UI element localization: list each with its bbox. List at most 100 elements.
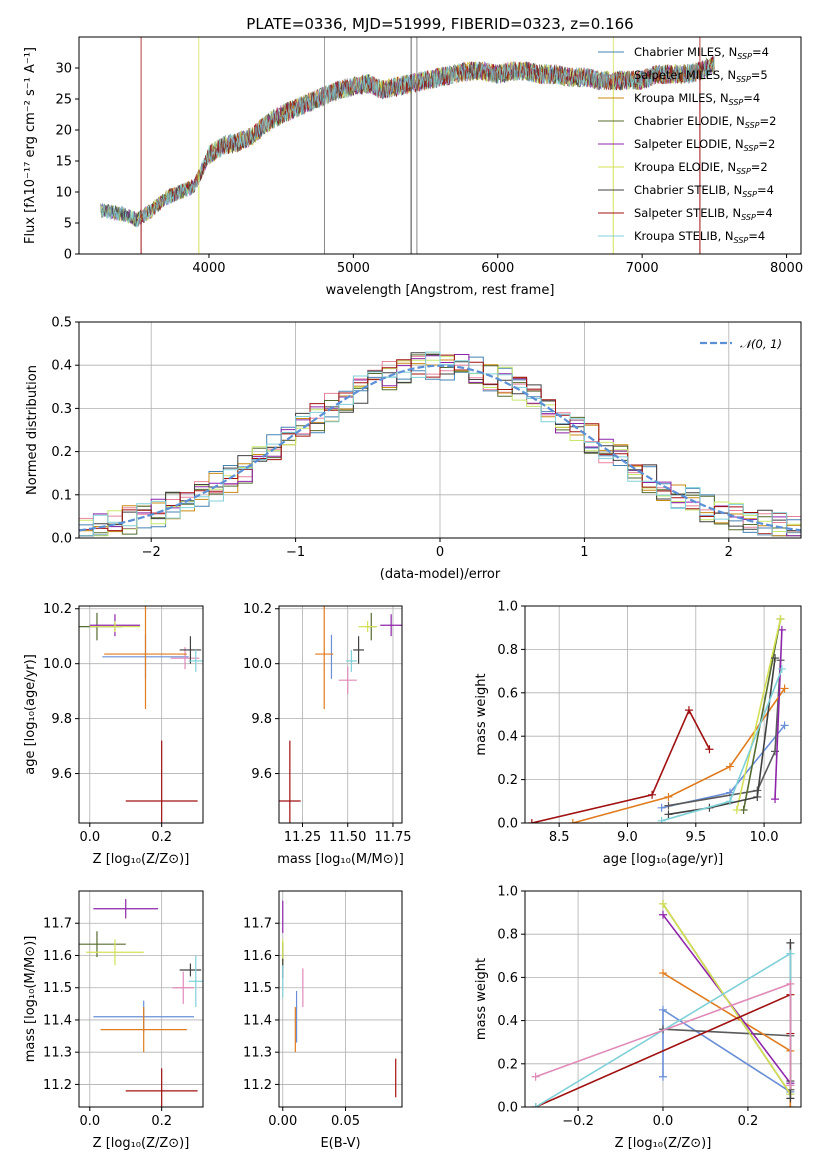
y-tick-label: 0.4 bbox=[51, 359, 72, 374]
y-tick-label: 11.4 bbox=[243, 1013, 272, 1028]
weight-line-kroupa_miles bbox=[572, 688, 786, 823]
weight-line-kroupa_elodie bbox=[662, 903, 792, 1095]
weight-marker-salpeter_miles_pink bbox=[786, 979, 795, 988]
x-axis-label: (data-model)/error bbox=[380, 567, 501, 582]
weight-line-kroupa_elodie bbox=[736, 618, 782, 811]
x-tick-label: 9.0 bbox=[617, 830, 638, 845]
legend-label-salpeter_elodie: Salpeter ELODIE, NSSP=2 bbox=[634, 137, 775, 153]
weight-marker-chabrier_miles bbox=[780, 721, 789, 730]
y-tick-label: 0.8 bbox=[497, 928, 518, 943]
x-tick-label: 0.0 bbox=[79, 830, 100, 845]
weight-marker-chabrier_miles bbox=[657, 803, 666, 812]
x-tick-label: 8000 bbox=[770, 261, 803, 276]
x-tick-label: 7000 bbox=[626, 261, 659, 276]
weight-marker-salpeter_miles_pink bbox=[531, 1072, 540, 1081]
spectrum-line-salpeter_stelib bbox=[136, 56, 715, 227]
x-axis-label: mass [log₁₀(M/M⊙)] bbox=[277, 852, 404, 867]
weight-marker-salpeter_stelib bbox=[648, 790, 657, 799]
panel-spectrum: Chabrier MILES, NSSP=4 Salpeter MILES, NS… bbox=[23, 36, 803, 298]
weight-marker-chabrier_stelib bbox=[786, 938, 795, 947]
y-axis-label: Normed distribution bbox=[25, 365, 40, 495]
x-tick-label: 0.0 bbox=[79, 1114, 100, 1129]
x-tick-label: −0.2 bbox=[562, 1114, 594, 1129]
legend-label-chabrier_miles: Chabrier MILES, NSSP=4 bbox=[634, 45, 769, 61]
y-tick-label: 0.2 bbox=[51, 445, 72, 460]
x-tick-label: 0.05 bbox=[331, 1114, 360, 1129]
weight-marker-salpeter_elodie bbox=[771, 795, 780, 804]
legend-label-kroupa_miles: Kroupa MILES, NSSP=4 bbox=[634, 91, 760, 107]
plot-area bbox=[279, 606, 402, 823]
plot-area bbox=[79, 899, 203, 1107]
x-tick-label: 0.2 bbox=[738, 1114, 759, 1129]
plot-area bbox=[527, 615, 789, 823]
legend-label-chabrier_stelib: Chabrier STELIB, NSSP=4 bbox=[634, 183, 774, 199]
weight-marker-salpeter_elodie bbox=[659, 910, 667, 919]
weight-marker-kroupa_elodie bbox=[659, 899, 667, 908]
histogram-kroupa_stelib bbox=[79, 351, 801, 537]
y-tick-label: 25 bbox=[55, 93, 72, 108]
axes-frame bbox=[278, 605, 403, 824]
y-tick-label: 0.5 bbox=[51, 316, 72, 331]
y-axis-label: Flux [fλ10⁻¹⁷ erg cm⁻² s⁻¹ A⁻¹] bbox=[23, 47, 38, 244]
y-tick-label: 11.7 bbox=[243, 917, 272, 932]
axes-frame bbox=[278, 890, 403, 1108]
y-tick-label: 10.0 bbox=[243, 657, 272, 672]
x-tick-label: 6000 bbox=[481, 261, 514, 276]
weight-line-salpeter_elodie bbox=[774, 629, 783, 800]
x-tick-label: 10.0 bbox=[750, 830, 779, 845]
panel-residuals: 𝒩(0, 1) −2 −1 0 1 2 0.0 0.1 0.2 0.3 0.4 0.5 (data-mo… bbox=[25, 316, 802, 582]
y-tick-label: 10.0 bbox=[43, 657, 72, 672]
y-tick-label: 9.8 bbox=[251, 712, 272, 727]
y-tick-label: 1.0 bbox=[497, 885, 518, 900]
legend: Chabrier MILES, NSSP=4 Salpeter MILES, NS… bbox=[598, 45, 776, 245]
weight-marker-salpeter_stelib bbox=[684, 706, 693, 715]
weight-marker-chabrier_stelib bbox=[664, 810, 673, 819]
x-tick-label: 0.2 bbox=[151, 1114, 172, 1129]
weight-marker-kroupa_miles bbox=[664, 792, 673, 801]
y-tick-label: 0.0 bbox=[497, 817, 518, 832]
y-tick-label: 10.2 bbox=[43, 602, 72, 617]
y-tick-label: 11.7 bbox=[43, 917, 72, 932]
weight-line-salpeter_miles bbox=[668, 660, 782, 807]
weight-line-chabrier_stelib bbox=[668, 657, 776, 816]
y-tick-label: 10.2 bbox=[243, 602, 272, 617]
y-tick-label: 0 bbox=[64, 248, 72, 263]
y-tick-label: 0.4 bbox=[497, 730, 518, 745]
x-axis-label: Z [log₁₀(Z/Z⊙)] bbox=[93, 1136, 190, 1151]
weight-marker-kroupa_miles bbox=[568, 819, 577, 823]
weight-marker-kroupa_miles bbox=[786, 1103, 795, 1107]
x-tick-label: 9.5 bbox=[685, 830, 706, 845]
y-tick-label: 11.6 bbox=[43, 949, 72, 964]
weight-marker-salpeter_miles bbox=[664, 801, 673, 810]
y-tick-label: 15 bbox=[55, 155, 72, 170]
y-tick-label: 11.2 bbox=[243, 1078, 272, 1093]
y-axis-label: age [log₁₀(age/yr)] bbox=[23, 654, 38, 775]
panel-mass-vs-ebv: 0.00 0.05 11.2 11.3 11.4 11.5 11.6 11.7 E(B-V) bbox=[243, 890, 403, 1151]
x-tick-label: 0.0 bbox=[653, 1114, 674, 1129]
weight-marker-salpeter_stelib bbox=[527, 819, 536, 823]
y-tick-label: 11.6 bbox=[243, 949, 272, 964]
y-axis-label: mass [log₁₀(M/M⊙)] bbox=[23, 936, 38, 1063]
legend-label-kroupa_stelib: Kroupa STELIB, NSSP=4 bbox=[634, 229, 765, 245]
weight-marker-chabrier_stelib bbox=[753, 792, 762, 801]
weight-marker-chabrier_stelib bbox=[771, 654, 780, 663]
axes-frame bbox=[78, 890, 204, 1108]
y-tick-label: 11.2 bbox=[43, 1078, 72, 1093]
x-tick-label: 11.50 bbox=[329, 830, 366, 845]
panel-mass-vs-Z: 0.0 0.2 11.2 11.3 11.4 11.5 11.6 11.7 Z [log₁₀(Z… bbox=[23, 890, 204, 1151]
x-tick-label: 5000 bbox=[337, 261, 370, 276]
y-tick-label: 0.4 bbox=[497, 1014, 518, 1029]
weight-marker-kroupa_elodie bbox=[776, 615, 785, 624]
figure-title: PLATE=0336, MJD=51999, FIBERID=0323, z=0… bbox=[246, 15, 633, 33]
weight-marker-salpeter_stelib bbox=[705, 745, 714, 754]
legend-label-normal: 𝒩(0, 1) bbox=[740, 337, 782, 351]
x-tick-label: 0.00 bbox=[268, 1114, 297, 1129]
x-axis-label: Z [log₁₀(Z/Z⊙)] bbox=[93, 852, 190, 867]
plot-area bbox=[100, 37, 715, 254]
x-tick-label: 11.75 bbox=[374, 830, 411, 845]
weight-line-chabrier_elodie bbox=[742, 618, 782, 811]
y-tick-label: 0.8 bbox=[497, 643, 518, 658]
weight-marker-salpeter_miles_pink bbox=[786, 1081, 795, 1090]
axes-frame bbox=[524, 605, 802, 824]
